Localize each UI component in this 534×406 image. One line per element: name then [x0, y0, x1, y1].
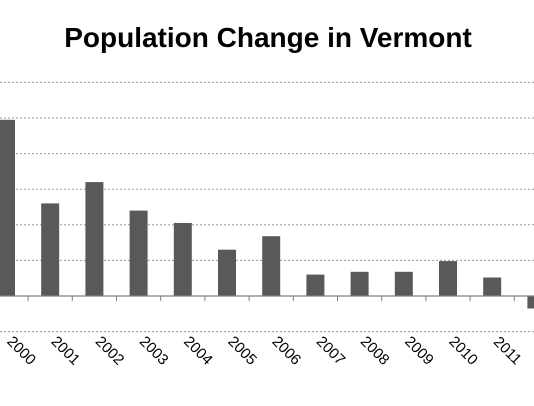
bar-2003 [130, 211, 148, 296]
x-tick-label-2000: 2000 [3, 333, 39, 369]
bar-2009 [395, 272, 413, 296]
x-tick-label-2011: 2011 [490, 333, 525, 368]
x-tick-label-2007: 2007 [313, 333, 349, 369]
bar-2000 [0, 120, 15, 296]
bar-2002 [85, 182, 103, 296]
x-tick-label-2001: 2001 [48, 333, 84, 369]
x-tick-label-2008: 2008 [357, 333, 393, 369]
bar-2012 [527, 296, 534, 309]
bar-2008 [351, 272, 369, 296]
bar-2007 [306, 275, 324, 296]
x-tick-label-2010: 2010 [445, 333, 481, 369]
x-tick-label-2002: 2002 [92, 333, 128, 369]
x-tick-label-2006: 2006 [269, 333, 305, 369]
bar-2005 [218, 250, 236, 296]
bar-2006 [262, 236, 280, 296]
x-tick-label-2009: 2009 [401, 333, 437, 369]
x-tick-label-2004: 2004 [180, 333, 216, 369]
bar-2011 [483, 278, 501, 297]
chart-title: Population Change in Vermont [64, 22, 472, 53]
bars [0, 120, 534, 309]
bar-2010 [439, 261, 457, 296]
bar-2004 [174, 223, 192, 296]
x-tick-label-2003: 2003 [136, 333, 172, 369]
bar-2001 [41, 203, 59, 296]
x-axis [0, 296, 534, 301]
x-tick-label-2005: 2005 [224, 333, 260, 369]
